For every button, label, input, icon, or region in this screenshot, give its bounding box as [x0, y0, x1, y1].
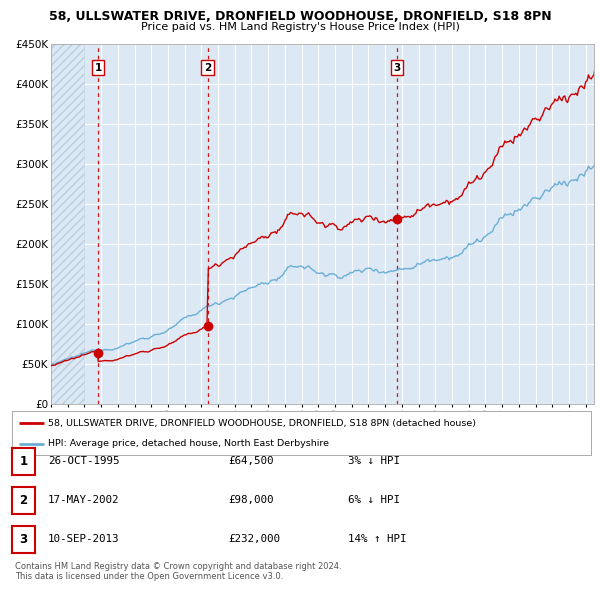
Text: 58, ULLSWATER DRIVE, DRONFIELD WOODHOUSE, DRONFIELD, S18 8PN (detached house): 58, ULLSWATER DRIVE, DRONFIELD WOODHOUSE… — [48, 419, 476, 428]
Text: 58, ULLSWATER DRIVE, DRONFIELD WOODHOUSE, DRONFIELD, S18 8PN: 58, ULLSWATER DRIVE, DRONFIELD WOODHOUSE… — [49, 10, 551, 23]
Text: 3% ↓ HPI: 3% ↓ HPI — [348, 457, 400, 466]
Text: 17-MAY-2002: 17-MAY-2002 — [48, 496, 119, 505]
Text: 10-SEP-2013: 10-SEP-2013 — [48, 535, 119, 544]
Text: 26-OCT-1995: 26-OCT-1995 — [48, 457, 119, 466]
Text: 6% ↓ HPI: 6% ↓ HPI — [348, 496, 400, 505]
Text: £98,000: £98,000 — [228, 496, 274, 505]
Text: Contains HM Land Registry data © Crown copyright and database right 2024.
This d: Contains HM Land Registry data © Crown c… — [15, 562, 341, 581]
Text: 2: 2 — [204, 63, 211, 73]
Text: 3: 3 — [19, 533, 28, 546]
Bar — [51, 44, 85, 404]
Text: 14% ↑ HPI: 14% ↑ HPI — [348, 535, 407, 544]
Text: 1: 1 — [19, 455, 28, 468]
Text: £64,500: £64,500 — [228, 457, 274, 466]
Text: £232,000: £232,000 — [228, 535, 280, 544]
Text: HPI: Average price, detached house, North East Derbyshire: HPI: Average price, detached house, Nort… — [48, 439, 329, 448]
Text: 2: 2 — [19, 494, 28, 507]
Text: Price paid vs. HM Land Registry's House Price Index (HPI): Price paid vs. HM Land Registry's House … — [140, 22, 460, 32]
Text: 3: 3 — [394, 63, 401, 73]
Text: 1: 1 — [94, 63, 102, 73]
